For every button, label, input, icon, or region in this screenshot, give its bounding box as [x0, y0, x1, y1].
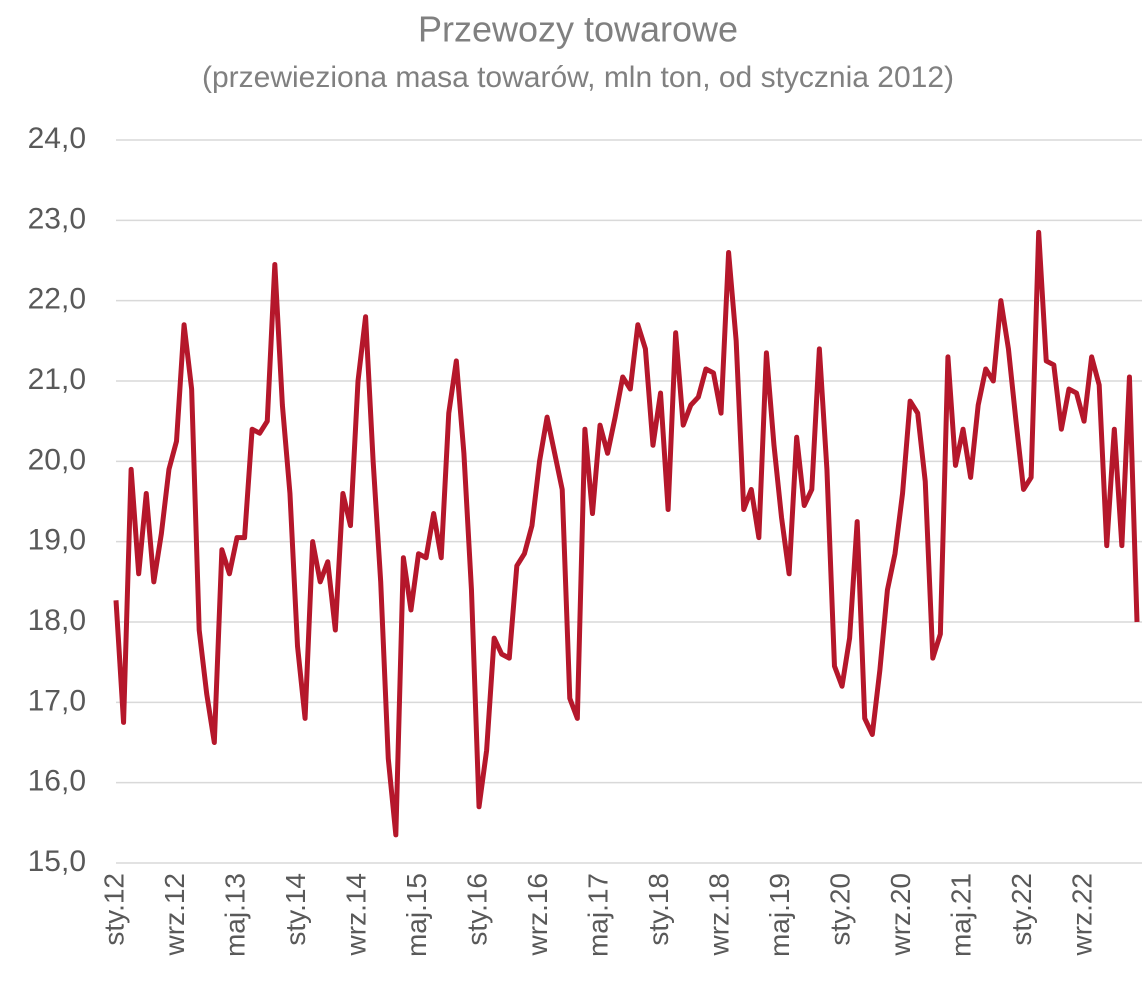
x-tick-label: sty.20 — [824, 873, 855, 946]
x-tick-label: sty.14 — [280, 873, 311, 946]
x-tick-label: wrz.22 — [1066, 873, 1097, 956]
x-tick-label: sty.22 — [1006, 873, 1037, 946]
x-tick-label: sty.12 — [98, 873, 129, 946]
x-tick-label: wrz.18 — [703, 873, 734, 956]
x-tick-label: maj.19 — [764, 873, 795, 957]
x-tick-label: maj.13 — [219, 873, 250, 957]
x-tick-label: maj.15 — [401, 873, 432, 957]
x-tick-label: sty.16 — [461, 873, 492, 946]
chart-title: Przewozy towarowe — [418, 9, 738, 50]
x-tick-label: wrz.14 — [340, 873, 371, 956]
data-line — [113, 229, 1140, 838]
x-tick-label: maj.21 — [945, 873, 976, 957]
x-tick-label: wrz.16 — [522, 873, 553, 956]
y-tick-label: 24,0 — [28, 122, 86, 155]
y-tick-label: 23,0 — [28, 202, 86, 235]
y-tick-label: 17,0 — [28, 684, 86, 717]
y-tick-label: 21,0 — [28, 363, 86, 396]
y-tick-label: 22,0 — [28, 283, 86, 316]
x-tick-label: wrz.12 — [159, 873, 190, 956]
x-tick-label: wrz.20 — [885, 873, 916, 956]
chart-subtitle: (przewieziona masa towarów, mln ton, od … — [202, 61, 954, 94]
y-tick-label: 18,0 — [28, 604, 86, 637]
y-tick-label: 20,0 — [28, 443, 86, 476]
y-tick-label: 19,0 — [28, 524, 86, 557]
y-tick-label: 15,0 — [28, 845, 86, 878]
y-tick-label: 16,0 — [28, 765, 86, 798]
x-tick-label: sty.18 — [643, 873, 674, 946]
x-tick-label: maj.17 — [582, 873, 613, 957]
